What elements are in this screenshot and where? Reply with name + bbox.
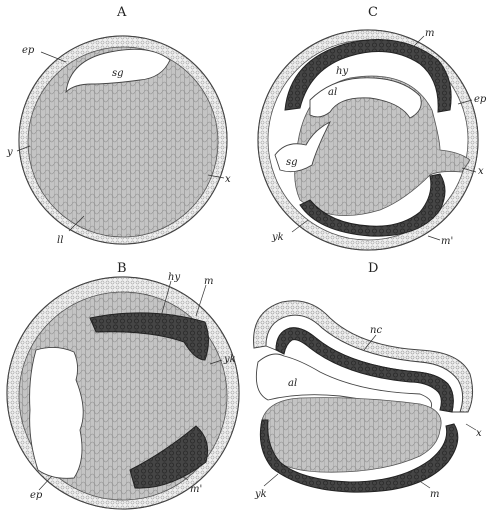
panel-a-label-ep: ep <box>22 45 35 56</box>
panel-c-m-leader <box>409 35 425 51</box>
panel-b-letter: B <box>117 261 127 276</box>
panel-d-label-yk: yk <box>254 489 267 500</box>
panel-d-yk-leader <box>263 473 279 487</box>
panel-d-m-leader <box>417 479 431 489</box>
panel-b-label-m: m <box>204 276 213 287</box>
panel-c-x-leader <box>461 167 477 173</box>
panel-d-x-leader <box>465 423 477 431</box>
panel-d-yolk-mass <box>260 397 442 473</box>
panel-b-label-m-prime: m' <box>190 484 202 495</box>
panel-b-hy-leader <box>159 280 172 321</box>
panel-b-ep-leader <box>38 475 53 491</box>
panel-d-mesoderm-ventral <box>259 419 459 493</box>
panel-b-m-leader <box>195 284 207 317</box>
panel-d-label-m: m <box>430 489 439 500</box>
panel-a-label-sg: sg <box>112 68 124 79</box>
panel-b-cavity <box>29 347 84 479</box>
panel-b: B hy m yk ep m' <box>6 261 240 510</box>
panel-c: C m hy al ep sg x yk m' <box>257 5 487 251</box>
panel-b-mesoderm-lower <box>129 425 209 489</box>
panel-a-ll-leader <box>68 215 85 232</box>
panel-d-label-nc: nc <box>370 325 382 336</box>
panel-c-letter: C <box>368 5 378 20</box>
panel-b-m-prime-leader <box>177 473 189 481</box>
panel-a-ep-leader <box>40 51 67 63</box>
panel-a-x-leader <box>207 174 225 179</box>
panel-d-nc-leader <box>363 334 377 351</box>
panel-b-mesoderm-upper <box>89 312 209 361</box>
panel-c-mesoderm-upper <box>284 39 452 113</box>
panel-a-y-leader <box>16 145 31 152</box>
panel-c-label-al: al <box>328 87 337 98</box>
panel-c-ep-leader <box>457 99 473 105</box>
panel-c-label-yk: yk <box>271 232 284 243</box>
panel-b-label-ep: ep <box>30 490 43 501</box>
panel-d: D nc al x yk m <box>253 261 482 500</box>
panel-c-mesoderm-lower <box>299 173 446 237</box>
panel-c-archenteron <box>309 77 422 119</box>
panel-b-label-hy: hy <box>168 272 180 283</box>
panel-c-segmentation-cavity <box>274 120 332 173</box>
panel-a-label-ll: ll <box>57 235 63 246</box>
panel-d-label-al: al <box>288 378 297 389</box>
panel-c-m-prime-leader <box>427 235 441 241</box>
panel-b-label-yk: yk <box>223 354 236 365</box>
panel-c-yk-leader <box>291 219 309 233</box>
panel-a: A ep sg y x ll <box>6 5 231 246</box>
panel-c-label-ep: ep <box>474 94 487 105</box>
panel-a-label-y: y <box>6 147 13 158</box>
panel-c-label-m-prime: m' <box>441 236 453 247</box>
panel-a-yolk-mass <box>27 46 219 238</box>
panel-c-label-x: x <box>478 166 484 177</box>
panel-a-segmentation-cavity <box>65 48 171 94</box>
panel-d-letter: D <box>368 261 378 276</box>
panel-d-archenteron <box>255 353 433 411</box>
panel-c-label-m: m <box>425 28 434 39</box>
panel-c-label-hy: hy <box>336 66 348 77</box>
panel-c-label-sg: sg <box>286 157 298 168</box>
panel-b-yk-leader <box>209 359 223 365</box>
panel-a-label-x: x <box>225 174 231 185</box>
panel-d-label-x: x <box>476 428 482 439</box>
panel-a-letter: A <box>116 5 127 20</box>
panel-d-mesoderm-dorsal <box>275 327 454 413</box>
